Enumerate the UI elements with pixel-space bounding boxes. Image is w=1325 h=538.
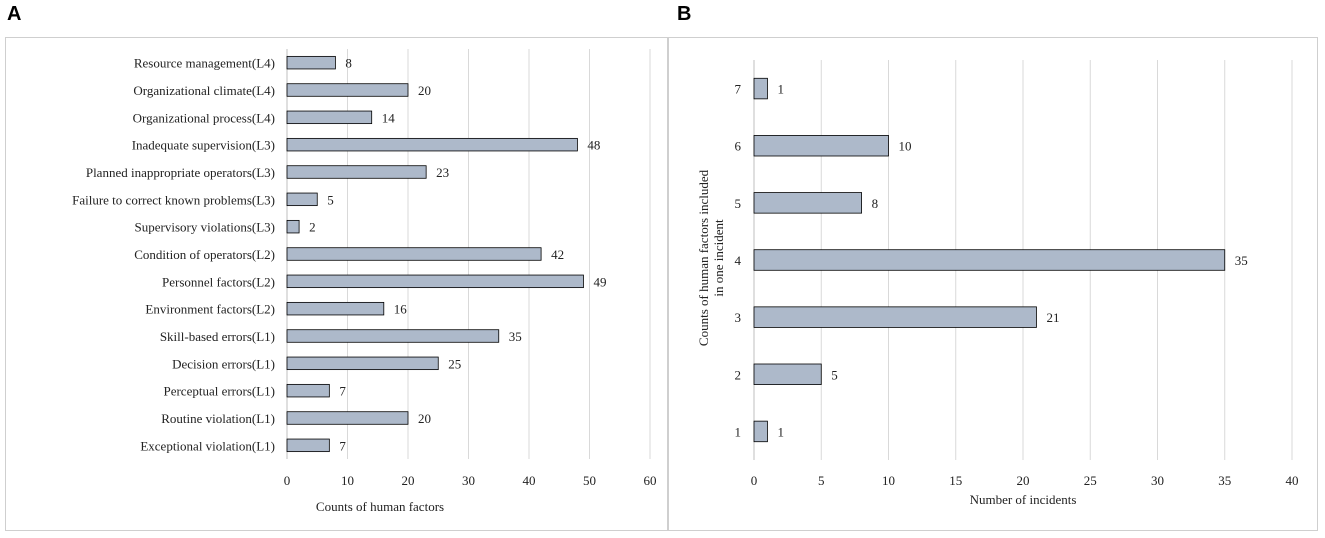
- bar: [286, 55, 336, 70]
- data-label: 35: [1235, 253, 1248, 268]
- bar: [286, 165, 427, 179]
- bar: [286, 83, 409, 97]
- data-label: 1: [777, 82, 784, 97]
- panel-b-label: B: [677, 3, 692, 25]
- data-label: 10: [899, 139, 912, 154]
- x-tick-label: 30: [1151, 473, 1164, 488]
- bar: [753, 192, 862, 214]
- bar: [286, 247, 542, 261]
- data-label: 5: [327, 192, 334, 207]
- category-label: Supervisory violations(L3): [135, 220, 275, 235]
- bar: [286, 438, 330, 453]
- bar: [286, 274, 584, 289]
- data-label: 7: [339, 438, 346, 453]
- data-label: 8: [345, 56, 352, 71]
- data-label: 25: [448, 356, 461, 371]
- data-label: 2: [309, 220, 316, 235]
- data-label: 35: [509, 329, 522, 344]
- data-label: 21: [1046, 310, 1059, 325]
- x-tick-label: 40: [1286, 473, 1299, 488]
- data-label: 23: [436, 165, 449, 180]
- category-label: 7: [735, 82, 742, 97]
- bar: [753, 77, 768, 100]
- bar: [286, 219, 300, 234]
- y-axis-title-line1: Counts of human factors included: [696, 169, 711, 346]
- bar: [753, 363, 822, 385]
- bar: [286, 356, 439, 371]
- x-tick-label: 15: [949, 473, 962, 488]
- bar: [286, 411, 409, 425]
- category-label: Routine violation(L1): [161, 411, 275, 426]
- data-label: 16: [394, 302, 408, 317]
- category-label: Resource management(L4): [134, 56, 275, 71]
- x-tick-label: 50: [583, 473, 596, 488]
- bar: [286, 137, 578, 152]
- category-label: 1: [735, 424, 742, 439]
- x-tick-label: 30: [462, 473, 475, 488]
- x-tick-label: 35: [1218, 473, 1231, 488]
- data-label: 48: [587, 138, 600, 153]
- category-label: 6: [735, 139, 742, 154]
- category-label: Personnel factors(L2): [162, 274, 275, 289]
- x-tick-label: 25: [1084, 473, 1097, 488]
- category-label: Inadequate supervision(L3): [132, 138, 275, 153]
- data-label: 20: [418, 411, 431, 426]
- category-label: 2: [735, 367, 742, 382]
- bar: [286, 301, 385, 316]
- data-label: 5: [831, 367, 838, 382]
- x-axis-title: Number of incidents: [970, 492, 1077, 507]
- chart-a-human-factor-counts: 0 10 20 30 40 50 60 8 Resource management(L4) 20 O…: [72, 49, 657, 514]
- chart-b-factors-per-incident: 0 5 10 15 20 25 30 35 4017106853542135211Number …: [696, 60, 1299, 507]
- x-tick-label: 0: [751, 473, 758, 488]
- category-label: Perceptual errors(L1): [163, 384, 275, 399]
- category-label: 4: [735, 253, 742, 268]
- category-label: Exceptional violation(L1): [140, 438, 275, 453]
- bar: [286, 192, 318, 207]
- category-label: Skill-based errors(L1): [160, 329, 275, 344]
- x-tick-label: 10: [341, 473, 354, 488]
- data-label: 14: [382, 110, 396, 125]
- category-label: Decision errors(L1): [172, 356, 275, 371]
- chart-b-frame: [668, 37, 1318, 531]
- category-label: Condition of operators(L2): [134, 247, 275, 262]
- bar: [286, 383, 330, 398]
- x-tick-label: 20: [1017, 473, 1030, 488]
- x-tick-label: 20: [402, 473, 415, 488]
- data-label: 49: [593, 274, 606, 289]
- bar: [286, 110, 373, 125]
- x-tick-label: 60: [644, 473, 657, 488]
- bar: [286, 329, 500, 343]
- category-label: Organizational climate(L4): [133, 83, 275, 98]
- bar: [753, 306, 1037, 328]
- category-label: 3: [735, 310, 742, 325]
- data-label: 1: [777, 424, 784, 439]
- category-label: Planned inappropriate operators(L3): [86, 165, 275, 180]
- x-tick-label: 10: [882, 473, 895, 488]
- x-tick-label: 0: [284, 473, 291, 488]
- x-tick-label: 5: [818, 473, 825, 488]
- category-label: 5: [735, 196, 742, 211]
- data-label: 42: [551, 247, 564, 262]
- x-axis-title: Counts of human factors: [316, 499, 444, 514]
- x-tick-label: 40: [523, 473, 536, 488]
- bar: [753, 249, 1226, 271]
- bar: [753, 135, 889, 157]
- category-label: Environment factors(L2): [145, 302, 275, 317]
- category-label: Organizational process(L4): [133, 110, 275, 125]
- y-axis-title-line2: in one incident: [711, 219, 726, 297]
- panel-a-label: A: [7, 3, 22, 25]
- category-label: Failure to correct known problems(L3): [72, 192, 275, 207]
- data-label: 7: [339, 384, 346, 399]
- data-label: 20: [418, 83, 431, 98]
- data-label: 8: [872, 196, 879, 211]
- bar: [753, 420, 768, 443]
